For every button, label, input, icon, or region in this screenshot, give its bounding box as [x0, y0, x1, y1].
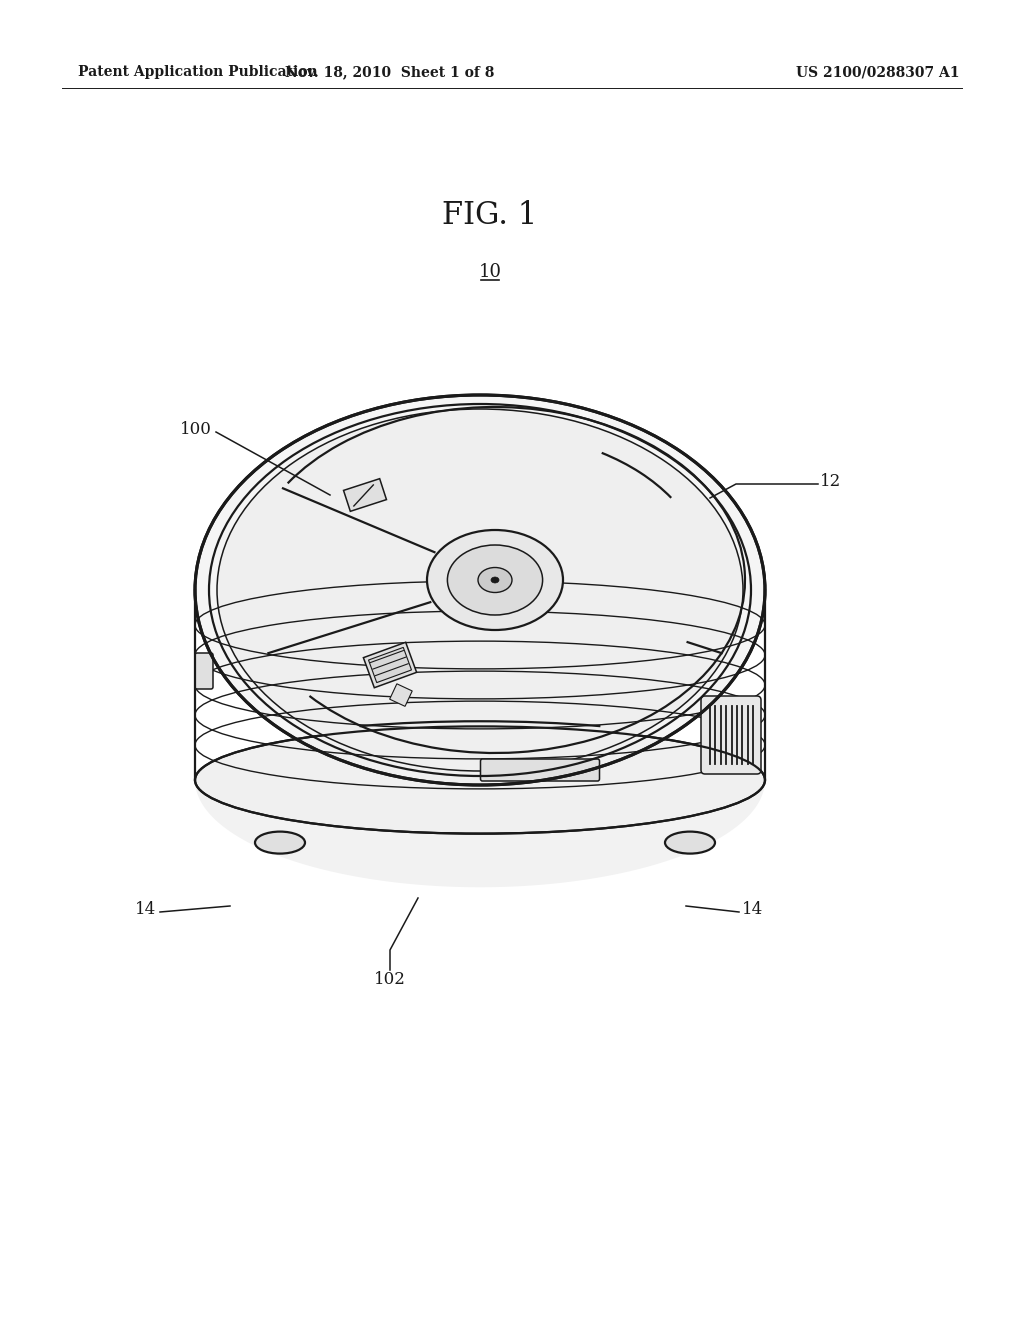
FancyBboxPatch shape — [701, 696, 761, 774]
Text: FIG. 1: FIG. 1 — [442, 199, 538, 231]
Text: Nov. 18, 2010  Sheet 1 of 8: Nov. 18, 2010 Sheet 1 of 8 — [286, 65, 495, 79]
Ellipse shape — [195, 726, 765, 834]
FancyBboxPatch shape — [195, 653, 213, 689]
Ellipse shape — [665, 832, 715, 854]
FancyBboxPatch shape — [480, 759, 599, 781]
FancyBboxPatch shape — [369, 647, 412, 682]
Ellipse shape — [217, 409, 743, 771]
Ellipse shape — [490, 577, 499, 583]
FancyBboxPatch shape — [364, 643, 417, 688]
Text: 14: 14 — [135, 902, 156, 919]
Text: 100: 100 — [180, 421, 212, 438]
Ellipse shape — [478, 568, 512, 593]
Text: 10: 10 — [478, 263, 502, 281]
Ellipse shape — [255, 832, 305, 854]
Ellipse shape — [447, 545, 543, 615]
Polygon shape — [390, 684, 413, 706]
Ellipse shape — [427, 531, 563, 630]
Text: 12: 12 — [820, 474, 842, 491]
Ellipse shape — [195, 395, 765, 785]
Polygon shape — [195, 395, 765, 887]
Text: US 2100/0288307 A1: US 2100/0288307 A1 — [797, 65, 961, 79]
Text: Patent Application Publication: Patent Application Publication — [78, 65, 317, 79]
FancyBboxPatch shape — [343, 479, 386, 511]
Text: 14: 14 — [742, 902, 763, 919]
Text: 102: 102 — [374, 972, 406, 989]
